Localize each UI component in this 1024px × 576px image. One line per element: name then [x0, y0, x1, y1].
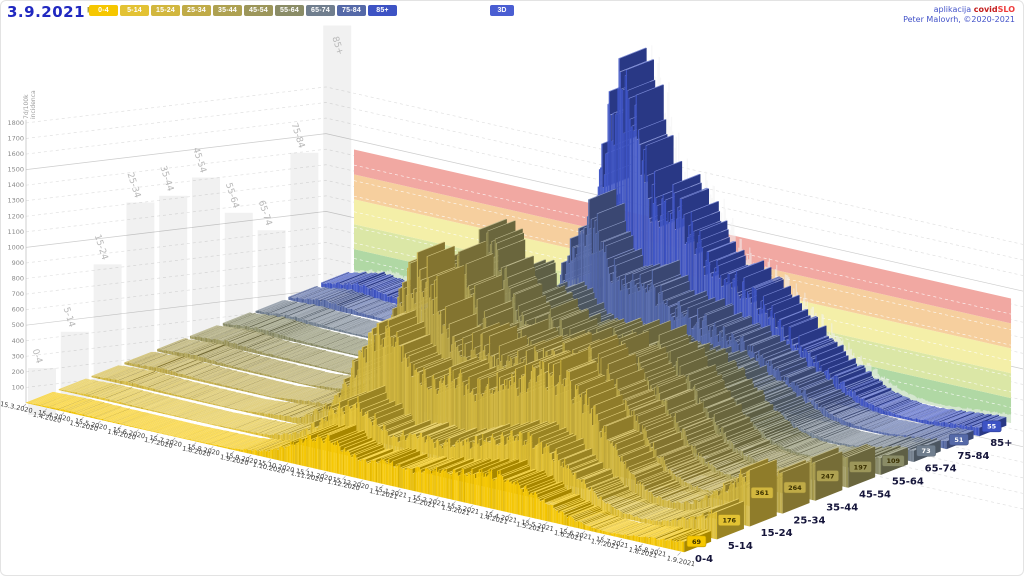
- age-filter-25-34[interactable]: 25-34: [182, 5, 211, 16]
- mode-3d-button[interactable]: 3D: [490, 5, 514, 16]
- age-filter-55-64[interactable]: 55-64: [275, 5, 304, 16]
- brand-slo: SLO: [997, 5, 1015, 14]
- credits-line1: aplikacija covidSLO: [903, 5, 1015, 15]
- credits-byline: Peter Malovrh, ©2020-2021: [903, 15, 1015, 24]
- age-group-filter-bar: 0-4 5-14 15-24 25-34 35-44 45-54 55-64 65-74 75-…: [89, 5, 397, 16]
- current-date: 3.9.2021pet: [7, 3, 102, 21]
- current-date-value: 3.9.2021: [7, 3, 86, 21]
- age-filter-85+[interactable]: 85+: [368, 5, 397, 16]
- age-filter-65-74[interactable]: 65-74: [306, 5, 335, 16]
- age-filter-35-44[interactable]: 35-44: [213, 5, 242, 16]
- credits-prefix: aplikacija: [933, 5, 974, 14]
- brand-covid: covid: [973, 5, 998, 14]
- age-filter-45-54[interactable]: 45-54: [244, 5, 273, 16]
- age-filter-5-14[interactable]: 5-14: [120, 5, 149, 16]
- age-filter-15-24[interactable]: 15-24: [151, 5, 180, 16]
- app-credits: aplikacija covidSLO Peter Malovrh, ©2020…: [903, 5, 1015, 25]
- age-filter-0-4[interactable]: 0-4: [89, 5, 118, 16]
- age-filter-75-84[interactable]: 75-84: [337, 5, 366, 16]
